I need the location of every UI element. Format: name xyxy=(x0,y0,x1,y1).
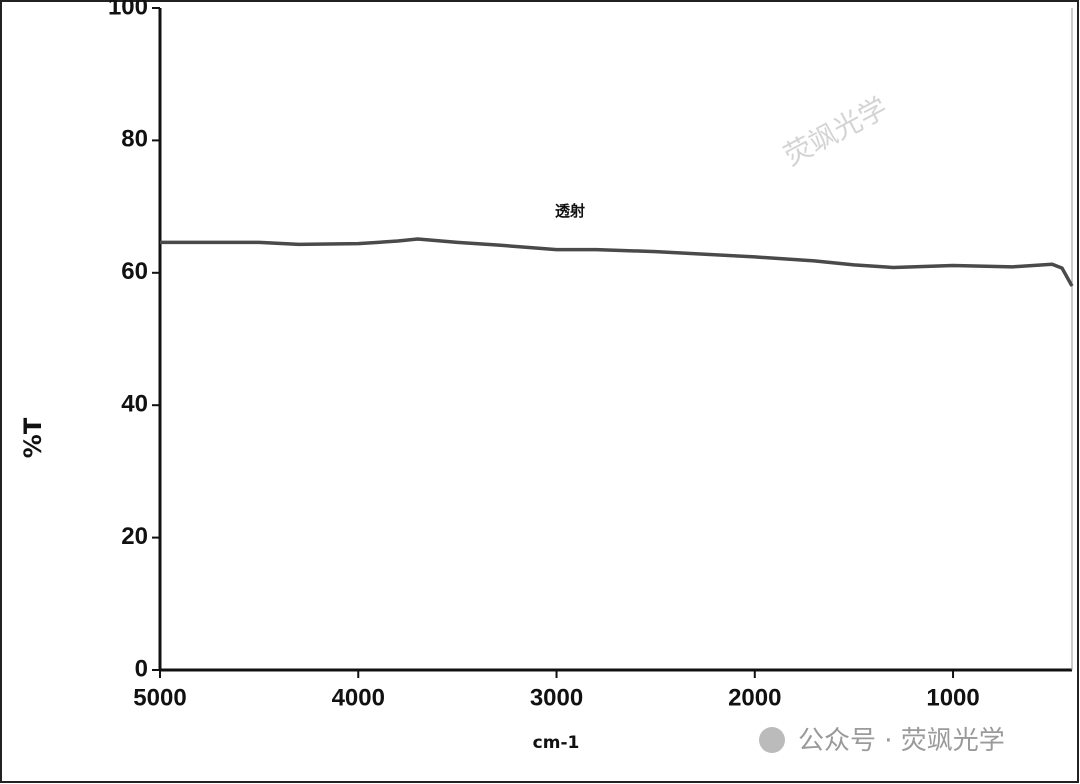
footer-watermark: 公众号 · 荧飒光学 xyxy=(798,726,1005,756)
y-tick-label: 60 xyxy=(121,258,148,285)
y-tick-label: 40 xyxy=(121,391,148,418)
annotation: 透射 xyxy=(555,202,585,220)
y-tick-label: 0 xyxy=(135,655,148,682)
y-tick-label: 80 xyxy=(121,126,148,153)
y-tick-label: 100 xyxy=(108,0,148,20)
logo-icon xyxy=(759,727,785,753)
x-tick-label: 2000 xyxy=(728,684,781,711)
x-tick-label: 5000 xyxy=(133,684,186,711)
x-tick-label: 4000 xyxy=(332,684,385,711)
x-tick-label: 1000 xyxy=(926,684,979,711)
x-axis-label: cm-1 xyxy=(533,733,580,753)
y-tick-label: 20 xyxy=(121,523,148,550)
y-axis-label: %T xyxy=(19,417,47,458)
data-line xyxy=(160,237,1074,287)
x-tick-label: 3000 xyxy=(530,684,583,711)
